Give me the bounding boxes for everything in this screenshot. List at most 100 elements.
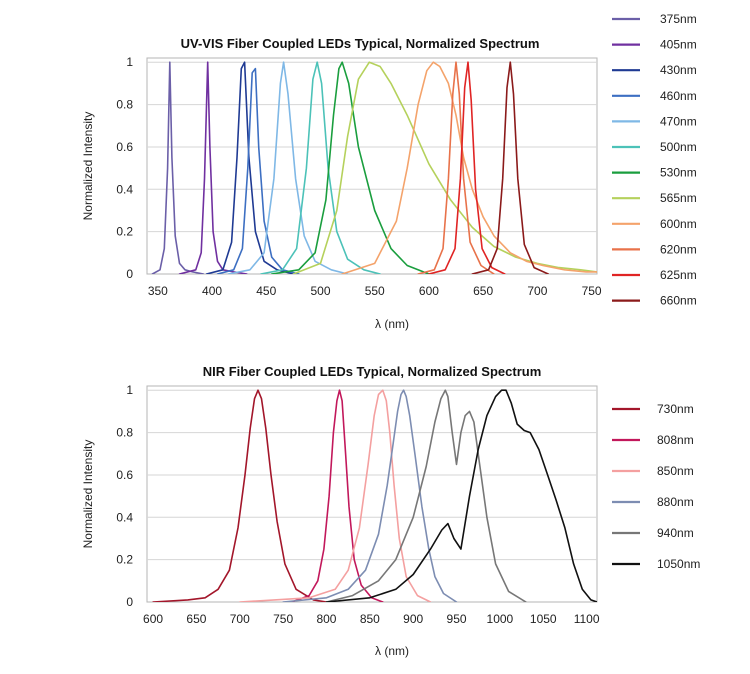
y-tick-label: 0.8 (116, 426, 133, 440)
series-line-565nm (292, 61, 597, 274)
x-tick-label: 700 (527, 284, 547, 298)
legend-item: 850nm (612, 464, 694, 478)
legend-item: 430nm (612, 63, 697, 77)
y-tick-label: 0.4 (116, 182, 133, 196)
series-line-470nm (227, 61, 349, 274)
legend-label: 1050nm (657, 557, 700, 571)
legend-item: 600nm (612, 217, 697, 231)
x-tick-label: 850 (360, 612, 380, 626)
y-axis-label: Normalized Intensity (81, 440, 95, 549)
x-tick-label: 1000 (487, 612, 514, 626)
chart-1: UV-VIS Fiber Coupled LEDs Typical, Norma… (81, 12, 697, 331)
series-line-500nm (260, 61, 381, 274)
x-tick-label: 650 (473, 284, 493, 298)
series-line-530nm (270, 61, 430, 274)
x-axis-label: λ (nm) (375, 644, 409, 658)
legend-item: 660nm (612, 294, 697, 308)
x-tick-label: 450 (256, 284, 276, 298)
legend-label: 375nm (660, 12, 697, 26)
x-tick-label: 900 (403, 612, 423, 626)
y-tick-label: 0 (126, 595, 133, 609)
x-tick-label: 650 (186, 612, 206, 626)
x-tick-label: 500 (310, 284, 330, 298)
y-tick-label: 0.4 (116, 510, 133, 524)
y-tick-label: 0.6 (116, 140, 133, 154)
legend-label: 600nm (660, 217, 697, 231)
legend-label: 850nm (657, 464, 694, 478)
y-tick-label: 0 (126, 267, 133, 281)
x-tick-label: 550 (365, 284, 385, 298)
legend-label: 470nm (660, 114, 697, 128)
legend-label: 808nm (657, 433, 694, 447)
legend-item: 405nm (612, 38, 697, 52)
legend-label: 500nm (660, 140, 697, 154)
legend-item: 375nm (612, 12, 697, 26)
legend-item: 730nm (612, 402, 694, 416)
y-tick-label: 0.2 (116, 553, 133, 567)
series-line-850nm (239, 389, 432, 602)
legend-item: 940nm (612, 526, 694, 540)
x-tick-label: 800 (316, 612, 336, 626)
x-tick-label: 700 (230, 612, 250, 626)
legend-label: 880nm (657, 495, 694, 509)
series-line-660nm (471, 61, 549, 274)
y-tick-label: 1 (126, 383, 133, 397)
series-line-880nm (282, 389, 458, 602)
legend-label: 940nm (657, 526, 694, 540)
legend-item: 880nm (612, 495, 694, 509)
legend-item: 625nm (612, 268, 697, 282)
series-line-940nm (325, 389, 527, 602)
legend-label: 530nm (660, 166, 697, 180)
series-group (152, 389, 597, 602)
x-tick-label: 600 (419, 284, 439, 298)
legend-item: 530nm (612, 166, 697, 180)
legend-item: 808nm (612, 433, 694, 447)
x-tick-label: 600 (143, 612, 163, 626)
x-axis-label: λ (nm) (375, 317, 409, 331)
legend-label: 565nm (660, 191, 697, 205)
x-tick-label: 1050 (530, 612, 557, 626)
legend-item: 500nm (612, 140, 697, 154)
chart-title: UV-VIS Fiber Coupled LEDs Typical, Norma… (181, 36, 540, 51)
x-tick-label: 750 (273, 612, 293, 626)
plot-frame (146, 57, 598, 275)
series-line-375nm (151, 61, 205, 274)
legend-label: 730nm (657, 402, 694, 416)
chart-2: NIR Fiber Coupled LEDs Typical, Normaliz… (81, 364, 700, 658)
legend-item: 1050nm (612, 557, 700, 571)
series-group (151, 61, 597, 274)
legend-label: 660nm (660, 294, 697, 308)
legend-item: 565nm (612, 191, 697, 205)
y-tick-label: 0.6 (116, 468, 133, 482)
legend-item: 470nm (612, 114, 697, 128)
legend-item: 460nm (612, 89, 697, 103)
x-tick-label: 750 (582, 284, 602, 298)
legend-item: 620nm (612, 242, 697, 256)
x-tick-label: 950 (447, 612, 467, 626)
legend-label: 460nm (660, 89, 697, 103)
series-line-808nm (291, 389, 384, 602)
y-tick-label: 0.8 (116, 98, 133, 112)
x-tick-label: 400 (202, 284, 222, 298)
series-line-730nm (152, 389, 328, 602)
series-line-430nm (205, 61, 295, 274)
legend-label: 405nm (660, 38, 697, 52)
series-line-460nm (216, 67, 300, 274)
y-axis-label: Normalized Intensity (81, 112, 95, 221)
x-tick-label: 1100 (574, 612, 600, 626)
legend-label: 430nm (660, 63, 697, 77)
legend-label: 620nm (660, 242, 697, 256)
series-line-620nm (417, 61, 495, 274)
legend-label: 625nm (660, 268, 697, 282)
chart-title: NIR Fiber Coupled LEDs Typical, Normaliz… (203, 364, 542, 379)
series-line-600nm (341, 61, 597, 274)
series-line-405nm (178, 61, 248, 274)
series-line-625nm (428, 61, 506, 274)
y-tick-label: 0.2 (116, 225, 133, 239)
series-line-1050nm (325, 389, 597, 602)
plot-frame (146, 385, 598, 603)
x-tick-label: 350 (148, 284, 168, 298)
y-tick-label: 1 (126, 55, 133, 69)
